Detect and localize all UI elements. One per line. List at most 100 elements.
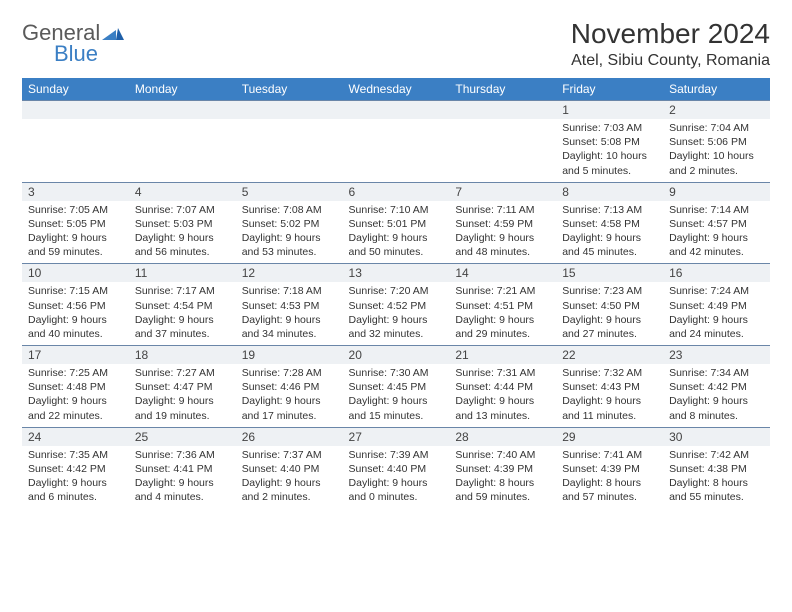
- sunrise-line: Sunrise: 7:23 AM: [562, 284, 657, 298]
- sunrise-line: Sunrise: 7:14 AM: [669, 203, 764, 217]
- weekday-header: Wednesday: [343, 78, 450, 101]
- day-number: 16: [663, 264, 770, 282]
- day-details: Sunrise: 7:17 AMSunset: 4:54 PMDaylight:…: [129, 282, 236, 345]
- day-details: Sunrise: 7:34 AMSunset: 4:42 PMDaylight:…: [663, 364, 770, 427]
- sunrise-line: Sunrise: 7:37 AM: [242, 448, 337, 462]
- logo-mark-icon: [102, 24, 124, 45]
- sunset-line: Sunset: 4:56 PM: [28, 299, 123, 313]
- day-cell: 7Sunrise: 7:11 AMSunset: 4:59 PMDaylight…: [449, 182, 556, 264]
- day-cell: [449, 101, 556, 183]
- day-number: 4: [129, 183, 236, 201]
- week-row: 10Sunrise: 7:15 AMSunset: 4:56 PMDayligh…: [22, 264, 770, 346]
- day-cell: 15Sunrise: 7:23 AMSunset: 4:50 PMDayligh…: [556, 264, 663, 346]
- day-number: 9: [663, 183, 770, 201]
- weekday-header: Tuesday: [236, 78, 343, 101]
- sunrise-line: Sunrise: 7:36 AM: [135, 448, 230, 462]
- day-cell: 26Sunrise: 7:37 AMSunset: 4:40 PMDayligh…: [236, 427, 343, 508]
- day-number: 30: [663, 428, 770, 446]
- day-cell: 2Sunrise: 7:04 AMSunset: 5:06 PMDaylight…: [663, 101, 770, 183]
- sunset-line: Sunset: 4:44 PM: [455, 380, 550, 394]
- sunset-line: Sunset: 4:59 PM: [455, 217, 550, 231]
- day-details: Sunrise: 7:18 AMSunset: 4:53 PMDaylight:…: [236, 282, 343, 345]
- day-details: Sunrise: 7:28 AMSunset: 4:46 PMDaylight:…: [236, 364, 343, 427]
- daylight-line: Daylight: 9 hours and 2 minutes.: [242, 476, 337, 504]
- daylight-line: Daylight: 8 hours and 57 minutes.: [562, 476, 657, 504]
- daylight-line: Daylight: 10 hours and 5 minutes.: [562, 149, 657, 177]
- day-number: 17: [22, 346, 129, 364]
- day-number: 24: [22, 428, 129, 446]
- daylight-line: Daylight: 9 hours and 40 minutes.: [28, 313, 123, 341]
- daylight-line: Daylight: 10 hours and 2 minutes.: [669, 149, 764, 177]
- sunset-line: Sunset: 4:58 PM: [562, 217, 657, 231]
- day-details: Sunrise: 7:39 AMSunset: 4:40 PMDaylight:…: [343, 446, 450, 509]
- sunrise-line: Sunrise: 7:05 AM: [28, 203, 123, 217]
- daylight-line: Daylight: 9 hours and 53 minutes.: [242, 231, 337, 259]
- weekday-header: Friday: [556, 78, 663, 101]
- calendar-table: Sunday Monday Tuesday Wednesday Thursday…: [22, 78, 770, 508]
- day-details: Sunrise: 7:31 AMSunset: 4:44 PMDaylight:…: [449, 364, 556, 427]
- sunrise-line: Sunrise: 7:21 AM: [455, 284, 550, 298]
- day-cell: 27Sunrise: 7:39 AMSunset: 4:40 PMDayligh…: [343, 427, 450, 508]
- sunrise-line: Sunrise: 7:41 AM: [562, 448, 657, 462]
- day-details: Sunrise: 7:24 AMSunset: 4:49 PMDaylight:…: [663, 282, 770, 345]
- sunrise-line: Sunrise: 7:08 AM: [242, 203, 337, 217]
- day-number-empty: [22, 101, 129, 119]
- day-number: 28: [449, 428, 556, 446]
- location: Atel, Sibiu County, Romania: [571, 52, 770, 70]
- sunset-line: Sunset: 4:42 PM: [669, 380, 764, 394]
- day-details: Sunrise: 7:36 AMSunset: 4:41 PMDaylight:…: [129, 446, 236, 509]
- day-cell: 13Sunrise: 7:20 AMSunset: 4:52 PMDayligh…: [343, 264, 450, 346]
- sunset-line: Sunset: 5:02 PM: [242, 217, 337, 231]
- daylight-line: Daylight: 9 hours and 17 minutes.: [242, 394, 337, 422]
- day-cell: 23Sunrise: 7:34 AMSunset: 4:42 PMDayligh…: [663, 346, 770, 428]
- day-details: Sunrise: 7:14 AMSunset: 4:57 PMDaylight:…: [663, 201, 770, 264]
- week-row: 3Sunrise: 7:05 AMSunset: 5:05 PMDaylight…: [22, 182, 770, 264]
- day-number: 11: [129, 264, 236, 282]
- weekday-header: Monday: [129, 78, 236, 101]
- sunrise-line: Sunrise: 7:18 AM: [242, 284, 337, 298]
- daylight-line: Daylight: 9 hours and 59 minutes.: [28, 231, 123, 259]
- week-row: 24Sunrise: 7:35 AMSunset: 4:42 PMDayligh…: [22, 427, 770, 508]
- sunset-line: Sunset: 4:46 PM: [242, 380, 337, 394]
- sunset-line: Sunset: 5:08 PM: [562, 135, 657, 149]
- daylight-line: Daylight: 9 hours and 34 minutes.: [242, 313, 337, 341]
- day-cell: 24 Sunrise: 7:35 AMSunset: 4:42 PMDayligh…: [22, 427, 129, 508]
- sunset-line: Sunset: 4:47 PM: [135, 380, 230, 394]
- sunset-line: Sunset: 4:39 PM: [455, 462, 550, 476]
- sunrise-line: Sunrise: 7:03 AM: [562, 121, 657, 135]
- day-cell: 29Sunrise: 7:41 AMSunset: 4:39 PMDayligh…: [556, 427, 663, 508]
- daylight-line: Daylight: 9 hours and 50 minutes.: [349, 231, 444, 259]
- day-details: Sunrise: 7:15 AMSunset: 4:56 PMDaylight:…: [22, 282, 129, 345]
- header: General Blue November 2024 Atel, Sibiu C…: [22, 18, 770, 70]
- daylight-line: Daylight: 9 hours and 22 minutes.: [28, 394, 123, 422]
- day-number: 14: [449, 264, 556, 282]
- sunrise-line: Sunrise: 7:28 AM: [242, 366, 337, 380]
- week-row: 17Sunrise: 7:25 AMSunset: 4:48 PMDayligh…: [22, 346, 770, 428]
- sunset-line: Sunset: 4:48 PM: [28, 380, 123, 394]
- day-details: Sunrise: 7:32 AMSunset: 4:43 PMDaylight:…: [556, 364, 663, 427]
- sunrise-line: Sunrise: 7:35 AM: [28, 448, 123, 462]
- day-cell: 30Sunrise: 7:42 AMSunset: 4:38 PMDayligh…: [663, 427, 770, 508]
- day-number-empty: [236, 101, 343, 119]
- day-details: Sunrise: 7:05 AMSunset: 5:05 PMDaylight:…: [22, 201, 129, 264]
- sunset-line: Sunset: 4:40 PM: [349, 462, 444, 476]
- day-cell: [236, 101, 343, 183]
- daylight-line: Daylight: 9 hours and 6 minutes.: [28, 476, 123, 504]
- day-number: 23: [663, 346, 770, 364]
- day-details: Sunrise: 7:08 AMSunset: 5:02 PMDaylight:…: [236, 201, 343, 264]
- sunrise-line: Sunrise: 7:31 AM: [455, 366, 550, 380]
- daylight-line: Daylight: 9 hours and 0 minutes.: [349, 476, 444, 504]
- day-cell: 16Sunrise: 7:24 AMSunset: 4:49 PMDayligh…: [663, 264, 770, 346]
- day-cell: 12Sunrise: 7:18 AMSunset: 4:53 PMDayligh…: [236, 264, 343, 346]
- sunrise-line: Sunrise: 7:04 AM: [669, 121, 764, 135]
- day-cell: 14Sunrise: 7:21 AMSunset: 4:51 PMDayligh…: [449, 264, 556, 346]
- sunset-line: Sunset: 4:50 PM: [562, 299, 657, 313]
- daylight-line: Daylight: 8 hours and 59 minutes.: [455, 476, 550, 504]
- day-cell: [343, 101, 450, 183]
- day-number: 8: [556, 183, 663, 201]
- sunset-line: Sunset: 4:42 PM: [28, 462, 123, 476]
- day-cell: 1Sunrise: 7:03 AMSunset: 5:08 PMDaylight…: [556, 101, 663, 183]
- sunset-line: Sunset: 4:43 PM: [562, 380, 657, 394]
- day-cell: 8Sunrise: 7:13 AMSunset: 4:58 PMDaylight…: [556, 182, 663, 264]
- daylight-line: Daylight: 9 hours and 19 minutes.: [135, 394, 230, 422]
